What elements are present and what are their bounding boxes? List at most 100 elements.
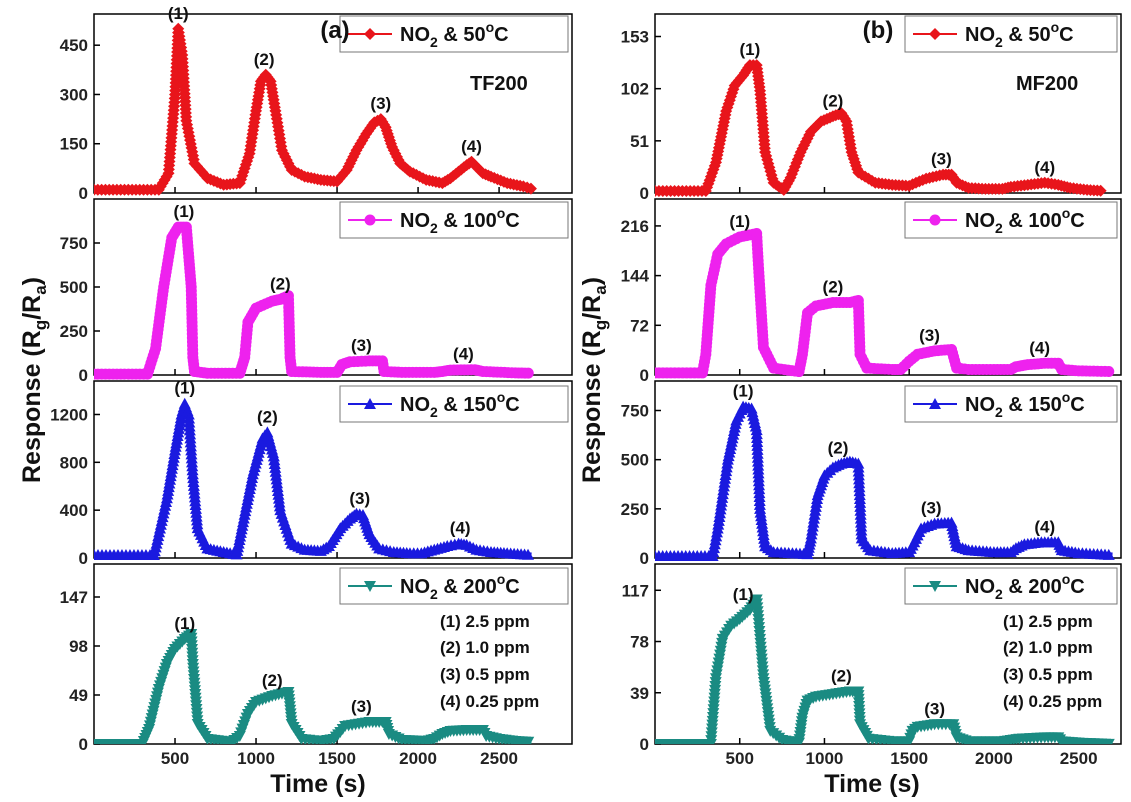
y-tick-label: 400 (60, 501, 88, 520)
series-markers (655, 594, 1115, 744)
y-tick-label: 0 (79, 735, 88, 754)
concentration-1: (1) 2.5 ppm (1003, 612, 1093, 631)
y-tick-label: 450 (60, 36, 88, 55)
y-axis-title-sub-g: g (591, 320, 610, 330)
y-axis-title-close: ) (578, 277, 606, 285)
series-markers (655, 228, 1115, 379)
peak-label-2: (2) (254, 50, 275, 69)
x-tick-label: 1500 (890, 749, 928, 768)
legend-marker (364, 581, 376, 592)
peak-label-3: (3) (351, 336, 372, 355)
series-a-1 (94, 22, 537, 196)
peak-label-1: (1) (733, 382, 754, 401)
series-b-1 (655, 59, 1107, 197)
legend: NO2 & 100oC (339, 201, 569, 239)
legend: NO2 & 150oC (339, 385, 569, 423)
panel-label: (b) (863, 17, 894, 44)
peak-label-2: (2) (262, 671, 283, 690)
peak-label-3: (3) (351, 697, 372, 716)
y-axis-title-slash: /R (578, 295, 606, 320)
y-tick-label: 300 (60, 85, 88, 104)
legend-marker (364, 214, 376, 226)
peak-label-3: (3) (919, 326, 940, 345)
series-markers (655, 400, 1115, 562)
subplot-frame (654, 198, 1122, 376)
y-tick-label: 800 (60, 453, 88, 472)
y-tick-label: 153 (621, 28, 649, 47)
legend-entry: NO2 & 200oC (965, 571, 1085, 602)
y-tick-label: 39 (630, 684, 649, 703)
series-b-3 (655, 400, 1115, 562)
concentration-3: (3) 0.5 ppm (440, 665, 530, 684)
data-point (524, 182, 537, 195)
peak-label-3: (3) (921, 499, 942, 518)
subplot-frame (93, 563, 573, 745)
peak-label-2: (2) (823, 278, 844, 297)
y-tick-label: 750 (60, 234, 88, 253)
y-tick-label: 51 (630, 132, 649, 151)
legend: NO2 & 150oC (904, 385, 1118, 423)
subplot-frame (654, 13, 1122, 194)
x-tick-label: 500 (726, 749, 754, 768)
legend-marker (929, 398, 941, 409)
peak-label-1: (1) (174, 614, 195, 633)
y-tick-label: 500 (621, 451, 649, 470)
x-tick-label: 1000 (806, 749, 844, 768)
y-tick-label: 0 (640, 735, 649, 754)
legend-entry: NO2 & 100oC (965, 205, 1085, 236)
y-axis-title-text: Response (R (578, 330, 606, 483)
peak-label-3: (3) (349, 489, 370, 508)
y-axis-title-sub-a: a (31, 285, 50, 295)
panel-label: (a) (320, 17, 349, 44)
legend-entry: NO2 & 150oC (400, 389, 520, 420)
peak-label-1: (1) (729, 212, 750, 231)
peak-label-4: (4) (461, 137, 482, 156)
peak-label-2: (2) (257, 407, 278, 426)
peak-label-3: (3) (931, 150, 952, 169)
legend-entry: NO2 & 200oC (400, 571, 520, 602)
data-point (1094, 184, 1107, 197)
y-tick-label: 500 (60, 278, 88, 297)
legend: NO2 & 50oC (339, 15, 569, 53)
legend-marker (929, 214, 941, 226)
y-axis-title-text: Response (R (18, 330, 46, 483)
peak-label-2: (2) (831, 666, 852, 685)
y-axis-title-b: Response (Rg/Ra) (578, 277, 610, 483)
peak-label-2: (2) (828, 439, 849, 458)
subplot-a-4: 0 49 98 147 (1) (2) (3) NO2 & 200oC (60, 563, 573, 754)
peak-label-2: (2) (823, 91, 844, 110)
sample-name: MF200 (1016, 73, 1078, 95)
subplot-a-1: 0 150 300 450 (1) (2) (3) (4) NO2 & 50oC (60, 4, 573, 203)
concentration-4: (4) 0.25 ppm (440, 692, 539, 711)
data-point (1102, 548, 1115, 560)
y-tick-label: 1200 (50, 405, 88, 424)
y-tick-label: 0 (640, 184, 649, 203)
subplot-b-2: 0 72 144 216 (1) (2) (3) (4) NO2 & 100oC (621, 198, 1122, 385)
peak-label-4: (4) (1029, 338, 1050, 357)
y-tick-label: 216 (621, 217, 649, 236)
x-tick-label: 500 (161, 749, 189, 768)
series-markers (655, 59, 1107, 197)
peak-label-4: (4) (1034, 517, 1055, 536)
x-tick-label: 2000 (975, 749, 1013, 768)
peak-label-1: (1) (174, 379, 195, 398)
legend: NO2 & 200oC (904, 567, 1118, 605)
peak-label-2: (2) (270, 274, 291, 293)
y-tick-label: 750 (621, 402, 649, 421)
x-tick-label: 2000 (399, 749, 437, 768)
subplot-b-1: 0 51 102 153 (1) (2) (3) (4) NO2 & 50oC (621, 13, 1122, 203)
peak-label-4: (4) (450, 519, 471, 538)
legend-entry: NO2 & 50oC (400, 19, 509, 50)
y-tick-label: 150 (60, 135, 88, 154)
y-tick-label: 49 (69, 686, 88, 705)
data-point (522, 548, 535, 560)
series-a-4 (94, 629, 535, 744)
x-tick-label: 1500 (318, 749, 356, 768)
x-axis-title-a: Time (s) (270, 770, 365, 798)
y-tick-label: 72 (630, 316, 649, 335)
y-tick-label: 0 (640, 366, 649, 385)
x-tick-label: 2500 (480, 749, 518, 768)
subplot-b-3: 0 250 500 750 (1) (2) (3) (4) NO2 & 150oC (621, 380, 1122, 568)
legend-entry: NO2 & 50oC (965, 19, 1074, 50)
legend-marker (929, 28, 941, 40)
